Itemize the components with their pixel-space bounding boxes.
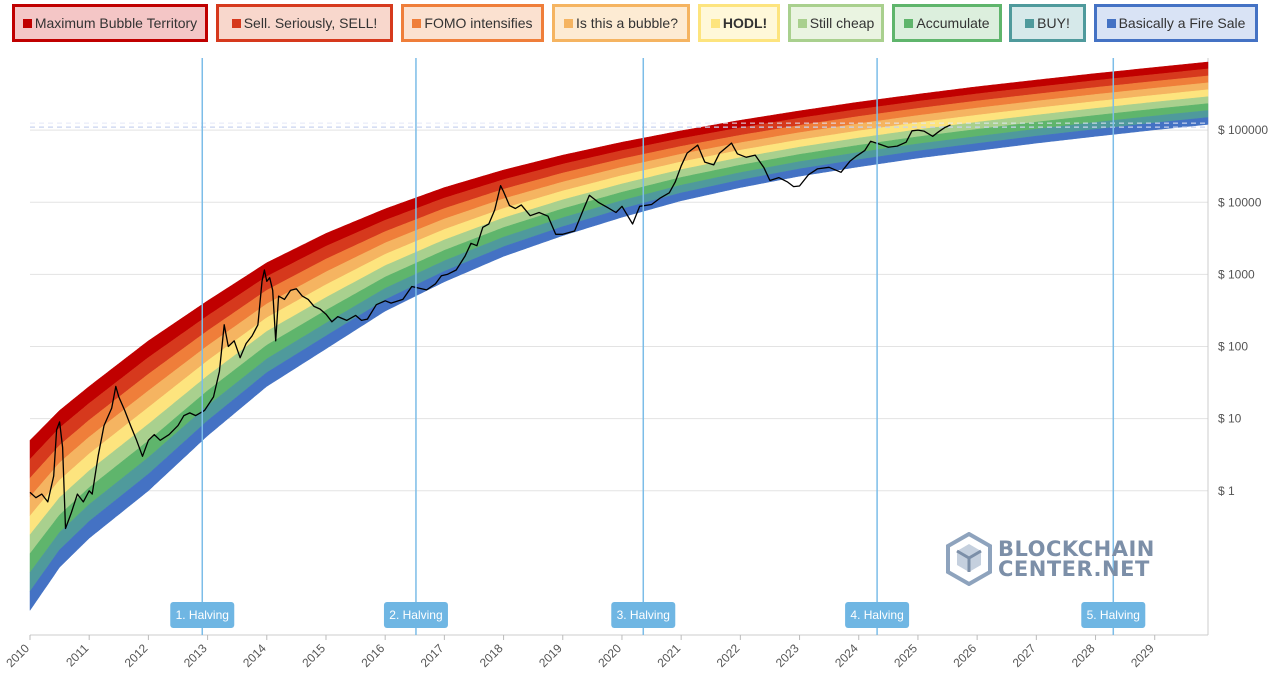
legend-swatch xyxy=(1106,18,1116,28)
x-tick-label-2019: 2019 xyxy=(536,641,565,670)
halving-label-5: 5. Halving xyxy=(1087,608,1140,622)
band-9 xyxy=(29,117,1209,612)
y-tick-label-4: $ 1000 xyxy=(1218,267,1255,281)
y-axis: $ 1 $ 10 $ 100 $ 1000 $ 10000 $ 100000 xyxy=(1218,123,1268,498)
legend-label: FOMO intensifies xyxy=(424,15,533,31)
y-tick-label-5: $ 10000 xyxy=(1218,195,1262,209)
legend-label: BUY! xyxy=(1037,15,1070,31)
price-series xyxy=(29,124,951,530)
x-tick-label-2020: 2020 xyxy=(595,641,624,670)
halving-badge-2 xyxy=(383,602,448,628)
x-axis: 2010 2011 2012 2013 2014 2015 2016 2017 2018 2019… xyxy=(3,641,1157,670)
halving-badge-5 xyxy=(1081,602,1146,628)
legend-label: Sell. Seriously, SELL! xyxy=(243,15,378,31)
x-tick-label-2026: 2026 xyxy=(950,641,979,670)
x-tick-label-2028: 2028 xyxy=(1069,641,1098,670)
x-tick-label-2015: 2015 xyxy=(299,641,328,670)
legend-item-4[interactable]: Is this a bubble? xyxy=(552,4,690,42)
legend-item-3[interactable]: FOMO intensifies xyxy=(401,4,544,42)
x-tick-label-2011: 2011 xyxy=(63,641,91,669)
legend-label: Basically a Fire Sale xyxy=(1118,15,1246,31)
watermark: BLOCKCHAIN CENTER.NET xyxy=(946,532,1155,586)
halving-badge-1 xyxy=(170,602,235,628)
x-tick-label-2014: 2014 xyxy=(240,641,269,670)
halvings: 1. Halving 2. Halving 3. Halving 4. Halving… xyxy=(170,58,1146,635)
legend-swatch xyxy=(412,18,422,28)
y-tick-label-6: $ 100000 xyxy=(1218,123,1268,137)
blockchain-logo-icon xyxy=(946,532,992,586)
x-tick-label-2027: 2027 xyxy=(1010,641,1039,670)
price-line xyxy=(29,124,951,530)
legend-swatch xyxy=(22,18,32,28)
legend-item-7[interactable]: Accumulate xyxy=(892,4,1002,42)
halving-label-3: 3. Halving xyxy=(617,608,670,622)
reference-line xyxy=(30,122,1208,128)
y-tick-label-1: $ 1 xyxy=(1218,484,1235,498)
halving-badge-4 xyxy=(845,602,910,628)
x-tick-label-2022: 2022 xyxy=(714,641,743,670)
watermark-line1: BLOCKCHAIN xyxy=(998,537,1155,561)
legend-label: Is this a bubble? xyxy=(576,15,678,31)
x-tick-label-2021: 2021 xyxy=(654,641,683,670)
x-tick-label-2025: 2025 xyxy=(891,641,920,670)
rainbow-bands xyxy=(29,61,1209,612)
legend-item-8[interactable]: BUY! xyxy=(1009,4,1086,42)
halving-label-4: 4. Halving xyxy=(850,608,903,622)
legend-swatch xyxy=(231,18,241,28)
x-tick-label-2023: 2023 xyxy=(773,641,802,670)
y-tick-label-3: $ 100 xyxy=(1218,340,1248,354)
x-tick-label-2013: 2013 xyxy=(181,641,210,670)
x-tick-label-2016: 2016 xyxy=(359,641,388,670)
x-tick-label-2010: 2010 xyxy=(3,641,32,670)
x-tick-label-2017: 2017 xyxy=(418,641,447,670)
x-tick-label-2024: 2024 xyxy=(832,641,861,670)
x-tick-label-2012: 2012 xyxy=(122,641,151,670)
legend-swatch xyxy=(564,18,574,28)
legend-item-1[interactable]: Maximum Bubble Territory xyxy=(12,4,208,42)
halving-label-2: 2. Halving xyxy=(389,608,442,622)
legend-swatch xyxy=(1025,18,1035,28)
legend-item-6[interactable]: Still cheap xyxy=(788,4,884,42)
x-tick-label-2029: 2029 xyxy=(1128,641,1157,670)
legend-label: Accumulate xyxy=(916,15,990,31)
legend-label: Maximum Bubble Territory xyxy=(34,15,198,31)
legend-label: HODL! xyxy=(722,15,768,31)
legend-swatch xyxy=(710,18,720,28)
legend-swatch xyxy=(797,18,807,28)
y-tick-label-2: $ 10 xyxy=(1218,412,1242,426)
halving-badge-3 xyxy=(611,602,676,628)
legend-label: Still cheap xyxy=(809,15,875,31)
legend-swatch xyxy=(904,18,914,28)
legend-item-9[interactable]: Basically a Fire Sale xyxy=(1094,4,1258,42)
halving-label-1: 1. Halving xyxy=(176,608,229,622)
watermark-line2: CENTER.NET xyxy=(998,557,1150,581)
legend-item-2[interactable]: Sell. Seriously, SELL! xyxy=(216,4,393,42)
legend-item-5[interactable]: HODL! xyxy=(698,4,780,42)
x-tick-label-2018: 2018 xyxy=(477,641,506,670)
